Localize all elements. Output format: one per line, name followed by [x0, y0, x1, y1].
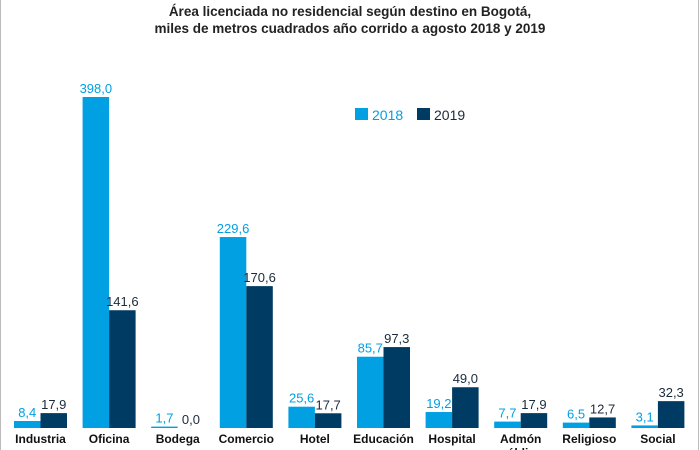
bar-2018: [562, 422, 590, 428]
data-label-2019: 0,0: [182, 412, 200, 427]
bar-2018: [151, 426, 178, 428]
data-label-2019: 17,9: [521, 397, 546, 412]
legend-label-2019: 2019: [434, 107, 465, 123]
bar-2019: [314, 413, 342, 428]
data-label-2018: 1,7: [155, 411, 173, 426]
data-label-2019: 32,3: [658, 385, 683, 400]
data-label-2019: 17,9: [41, 397, 66, 412]
bar-2019: [246, 286, 273, 428]
legend-swatch-2019: [417, 108, 430, 120]
bar-2018: [631, 425, 658, 428]
frame-left-border: [0, 0, 1, 450]
category-label: Oficina: [89, 432, 130, 446]
bar-2018: [288, 406, 315, 428]
bar-2018: [357, 356, 384, 428]
data-label-2019: 170,6: [243, 270, 276, 285]
legend-swatch-2018: [355, 108, 368, 120]
frame-right-border: [698, 0, 699, 450]
chart-title: Área licenciada no residencial según des…: [168, 4, 532, 19]
category-label: Comercio: [219, 432, 274, 446]
category-label: Hotel: [300, 432, 330, 446]
bar-2018: [219, 237, 247, 428]
category-label: Bodega: [156, 432, 200, 446]
data-label-2019: 97,3: [384, 331, 409, 346]
chart-subtitle: miles de metros cuadrados año corrido a …: [154, 21, 546, 36]
bar-2019: [657, 401, 685, 428]
data-label-2018: 7,7: [498, 406, 516, 421]
data-label-2019: 17,7: [315, 397, 340, 412]
legend-label-2018: 2018: [372, 107, 403, 123]
data-label-2019: 49,0: [453, 371, 478, 386]
bar-2019: [109, 310, 136, 428]
bar-2018: [494, 421, 521, 428]
category-label: Social: [640, 432, 675, 446]
data-label-2018: 6,5: [567, 407, 585, 422]
category-label: Industria: [15, 432, 66, 446]
category-label: Admón: [500, 432, 541, 446]
data-label-2018: 25,6: [289, 391, 314, 406]
data-label-2018: 85,7: [358, 341, 383, 356]
category-label: Educación: [353, 432, 414, 446]
data-label-2018: 8,4: [18, 405, 36, 420]
data-label-2019: 12,7: [590, 401, 615, 416]
bar-2019: [589, 417, 616, 428]
category-label: pública: [500, 446, 542, 450]
bar-2018: [425, 412, 453, 428]
bar-2018: [82, 97, 110, 428]
data-label-2019: 141,6: [106, 294, 139, 309]
data-label-2018: 398,0: [80, 81, 113, 96]
bar-2019: [40, 413, 67, 428]
bar-2019: [452, 387, 479, 428]
bar-2018: [14, 421, 41, 428]
bar-2019: [383, 347, 410, 428]
category-label: Religioso: [562, 432, 616, 446]
data-label-2018: 229,6: [217, 221, 250, 236]
bar-2019: [520, 413, 548, 428]
data-label-2018: 3,1: [636, 409, 654, 424]
data-label-2018: 19,2: [426, 396, 451, 411]
category-label: Hospital: [428, 432, 475, 446]
